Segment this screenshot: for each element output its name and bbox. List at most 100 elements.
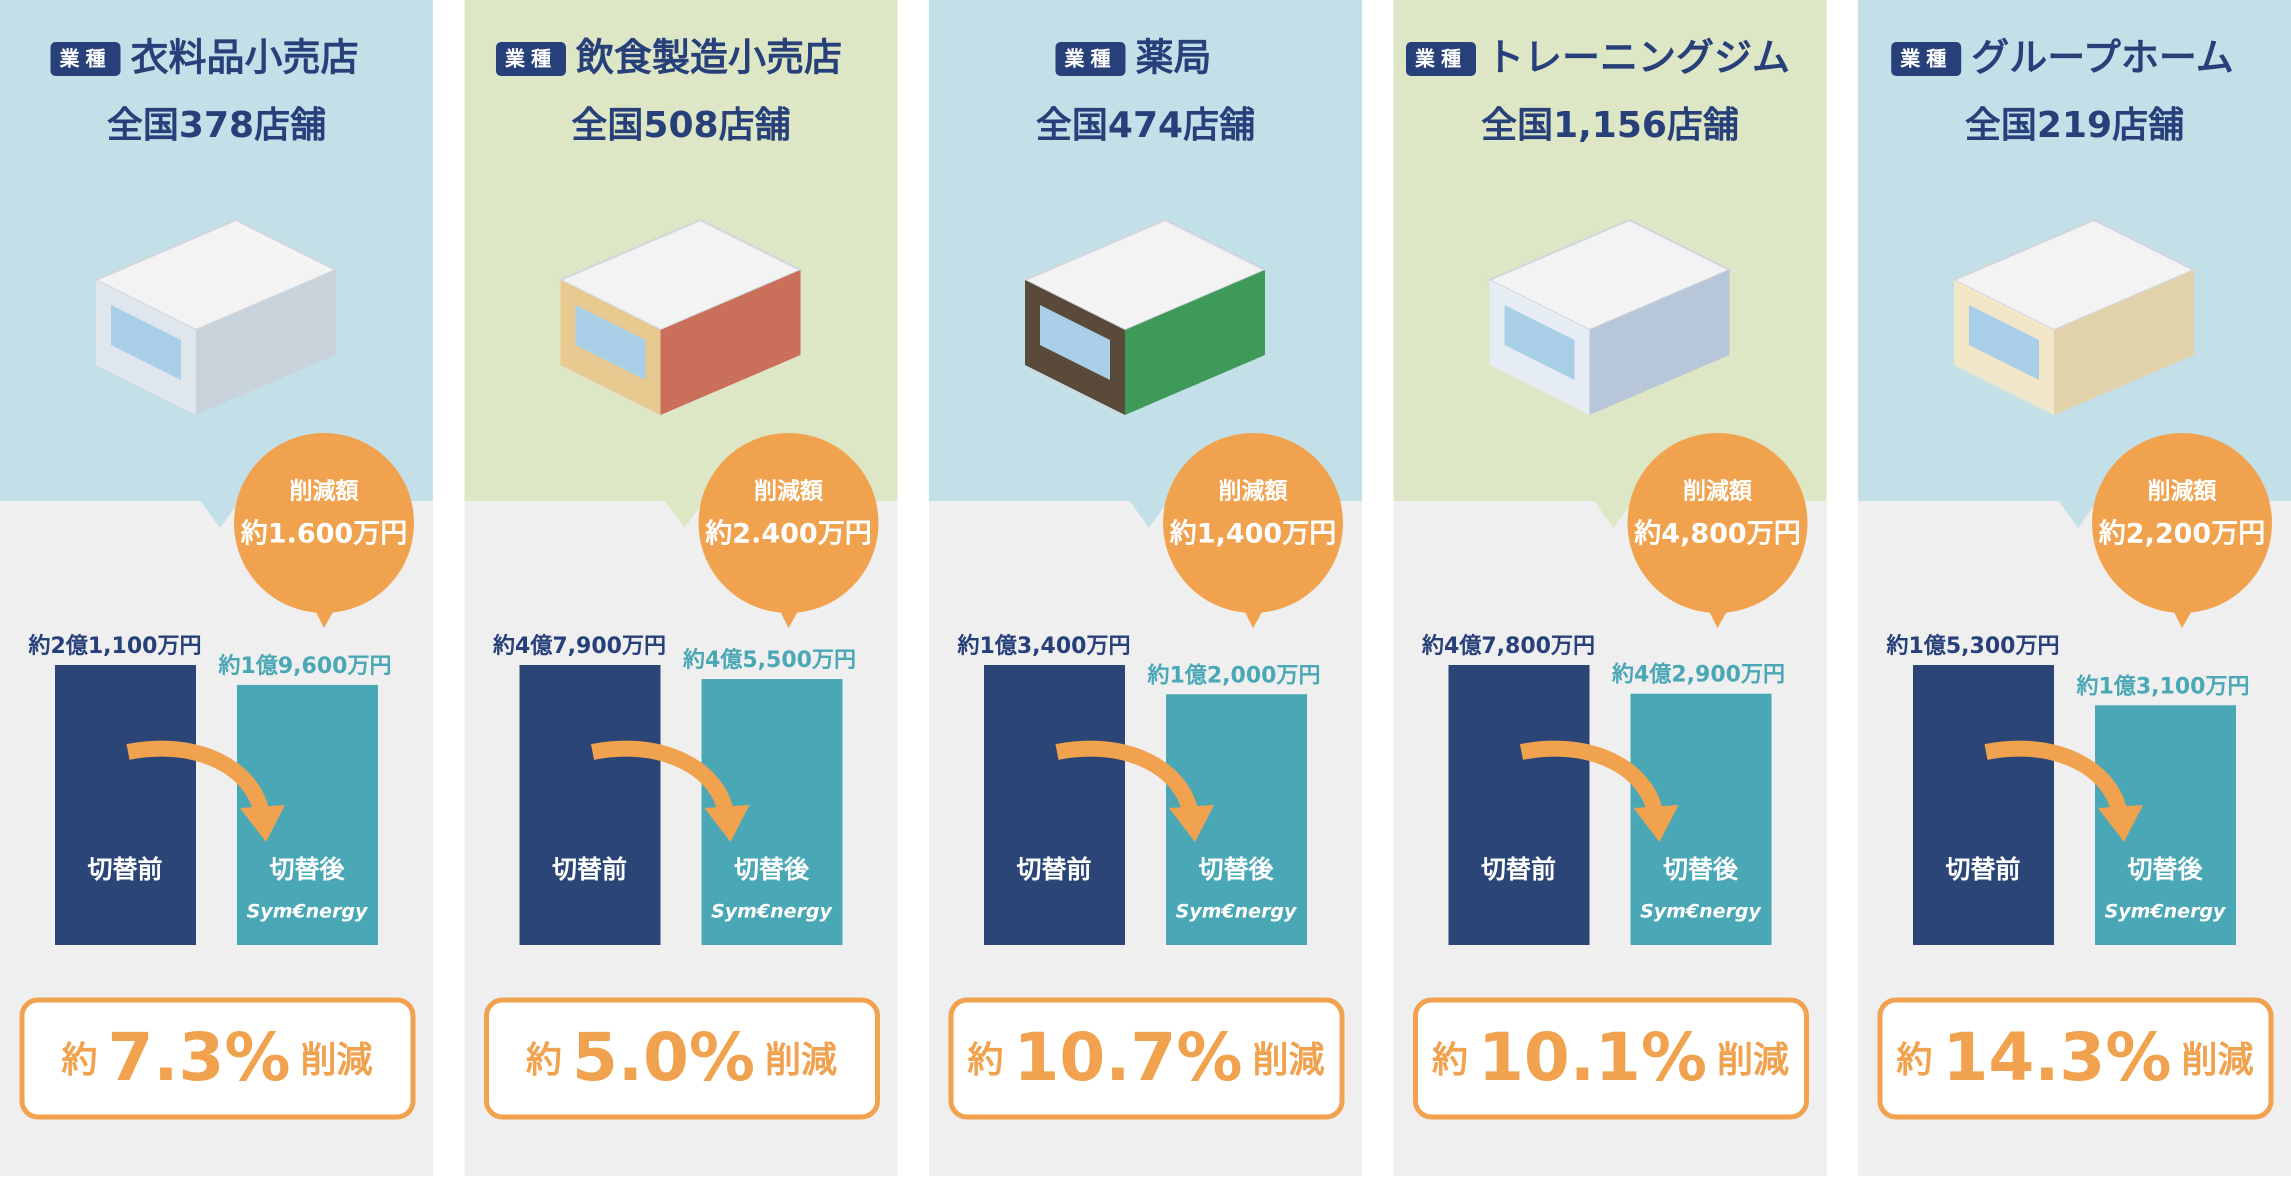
badge-text: 業種 — [59, 47, 111, 71]
savings-heading: 削減額 — [2148, 479, 2218, 505]
savings-heading: 削減額 — [1219, 479, 1289, 505]
store-count: 全国474店舗 — [1036, 105, 1255, 146]
before-amount: 約4億7,900万円 — [492, 633, 666, 659]
after-amount: 約4億5,500万円 — [682, 647, 856, 673]
savings-heading: 削減額 — [1683, 479, 1753, 505]
switch-arrow-head — [1633, 805, 1679, 842]
store-count: 全国378店舗 — [107, 105, 326, 146]
reduction-word: 削減 — [2181, 1040, 2253, 1081]
switch-arrow-head — [240, 805, 285, 842]
reduction-word: 削減 — [1717, 1040, 1789, 1081]
before-caption: 切替前 — [1945, 855, 2020, 884]
panel: 衣料品小売店業種全国378店舗削減額約1.600万円約2億1,100万円約1億9… — [0, 0, 433, 1176]
store-count: 全国1,156店舗 — [1481, 105, 1739, 146]
switch-arrow — [1519, 740, 1664, 817]
pointer — [1593, 500, 1634, 528]
savings-amount: 約2,200万円 — [2098, 519, 2265, 550]
building-illustration — [1022, 218, 1268, 415]
reduction-word: 削減 — [1252, 1040, 1324, 1081]
after-amount: 約1億3,100万円 — [2076, 673, 2250, 699]
reduction-rate: 14.3% — [1943, 1019, 2172, 1096]
building-window — [575, 305, 646, 380]
reduction-word: 削減 — [765, 1040, 837, 1081]
approx-word: 約 — [61, 1040, 97, 1081]
savings-amount: 約1.600万円 — [240, 519, 407, 550]
savings-bubble — [1627, 433, 1808, 613]
reduction-box — [1877, 997, 2274, 1120]
after-caption: 切替後 — [1663, 855, 1739, 884]
industry-title: 衣料品小売店 — [130, 36, 358, 80]
reduction-rate-line: 約 14.3% 削減 — [1896, 1019, 2253, 1096]
after-caption: 切替後 — [1198, 855, 1274, 884]
reduction-rate-line: 約 10.1% 削減 — [1432, 1019, 1789, 1096]
store-count: 全国219店舗 — [1965, 105, 2184, 146]
reduction-box — [484, 997, 880, 1120]
store-count: 全国508店舗 — [571, 105, 790, 146]
brand-logo: Sym€nergy — [247, 901, 369, 923]
approx-word: 約 — [526, 1040, 562, 1081]
pointer — [1129, 500, 1169, 528]
building-window — [1504, 305, 1575, 380]
before-amount: 約1億5,300万円 — [1886, 633, 2060, 659]
after-amount: 約4億2,900万円 — [1611, 662, 1785, 688]
switch-arrow — [126, 740, 270, 817]
building-illustration — [1487, 218, 1732, 415]
pointer — [200, 500, 240, 528]
panel: 飲食製造小売店業種全国508店舗削減額約2.400万円約4億7,900万円約4億… — [464, 0, 898, 1176]
after-caption: 切替後 — [2127, 855, 2203, 884]
reduction-rate: 7.3% — [107, 1019, 290, 1096]
badge-text: 業種 — [1064, 47, 1116, 71]
switch-arrow-head — [1169, 805, 1214, 842]
reduction-rate: 5.0% — [572, 1019, 755, 1096]
industry-title: 薬局 — [1135, 36, 1211, 80]
badge — [495, 42, 566, 76]
reduction-rate-line: 約 10.7% 削減 — [967, 1019, 1324, 1096]
industry-title: 飲食製造小売店 — [575, 36, 842, 80]
building-window — [1969, 305, 2039, 380]
panel: 薬局業種全国474店舗削減額約1,400万円約1億3,400万円約1億2,000… — [929, 0, 1362, 1176]
approx-word: 約 — [1896, 1040, 1932, 1081]
bar-before — [1913, 665, 2054, 945]
reduction-rate-line: 約 7.3% 削減 — [61, 1019, 372, 1096]
badge — [50, 42, 121, 76]
reduction-rate: 10.7% — [1014, 1019, 1243, 1096]
switch-arrow — [1055, 740, 1199, 817]
before-caption: 切替前 — [1481, 855, 1556, 884]
bar-before — [519, 665, 661, 945]
savings-bubble — [2092, 433, 2272, 613]
reduction-box — [948, 997, 1345, 1120]
badge-text: 業種 — [505, 47, 557, 71]
before-amount: 約2億1,100万円 — [28, 633, 202, 659]
savings-amount: 約4,800万円 — [1633, 519, 1800, 550]
before-amount: 約1億3,400万円 — [957, 633, 1131, 659]
building-illustration — [1951, 218, 2197, 415]
bar-before — [55, 665, 196, 945]
bar-before — [1448, 665, 1590, 945]
badge — [1055, 42, 1126, 76]
reduction-box — [19, 997, 416, 1120]
before-amount: 約4億7,800万円 — [1421, 633, 1595, 659]
badge — [1405, 42, 1476, 76]
savings-amount: 約2.400万円 — [704, 519, 871, 550]
savings-bubble — [234, 433, 414, 613]
reduction-word: 削減 — [301, 1040, 373, 1081]
savings-bubble — [698, 433, 879, 613]
building-side — [1589, 270, 1730, 415]
reduction-box — [1413, 997, 1809, 1120]
after-amount: 約1億9,600万円 — [218, 653, 392, 679]
savings-amount: 約1,400万円 — [1169, 519, 1336, 550]
building-illustration — [93, 218, 339, 415]
approx-word: 約 — [1432, 1040, 1468, 1081]
badge — [1891, 42, 1962, 76]
industry-title: グループホーム — [1971, 36, 2234, 80]
switch-arrow-head — [704, 805, 750, 842]
building-side — [1125, 270, 1265, 415]
brand-logo: Sym€nergy — [1640, 901, 1762, 923]
brand-logo: Sym€nergy — [711, 901, 833, 923]
bar-before — [984, 665, 1125, 945]
switch-arrow — [590, 740, 735, 817]
after-caption: 切替後 — [269, 855, 345, 884]
badge-text: 業種 — [1415, 47, 1467, 71]
before-caption: 切替前 — [1016, 855, 1091, 884]
